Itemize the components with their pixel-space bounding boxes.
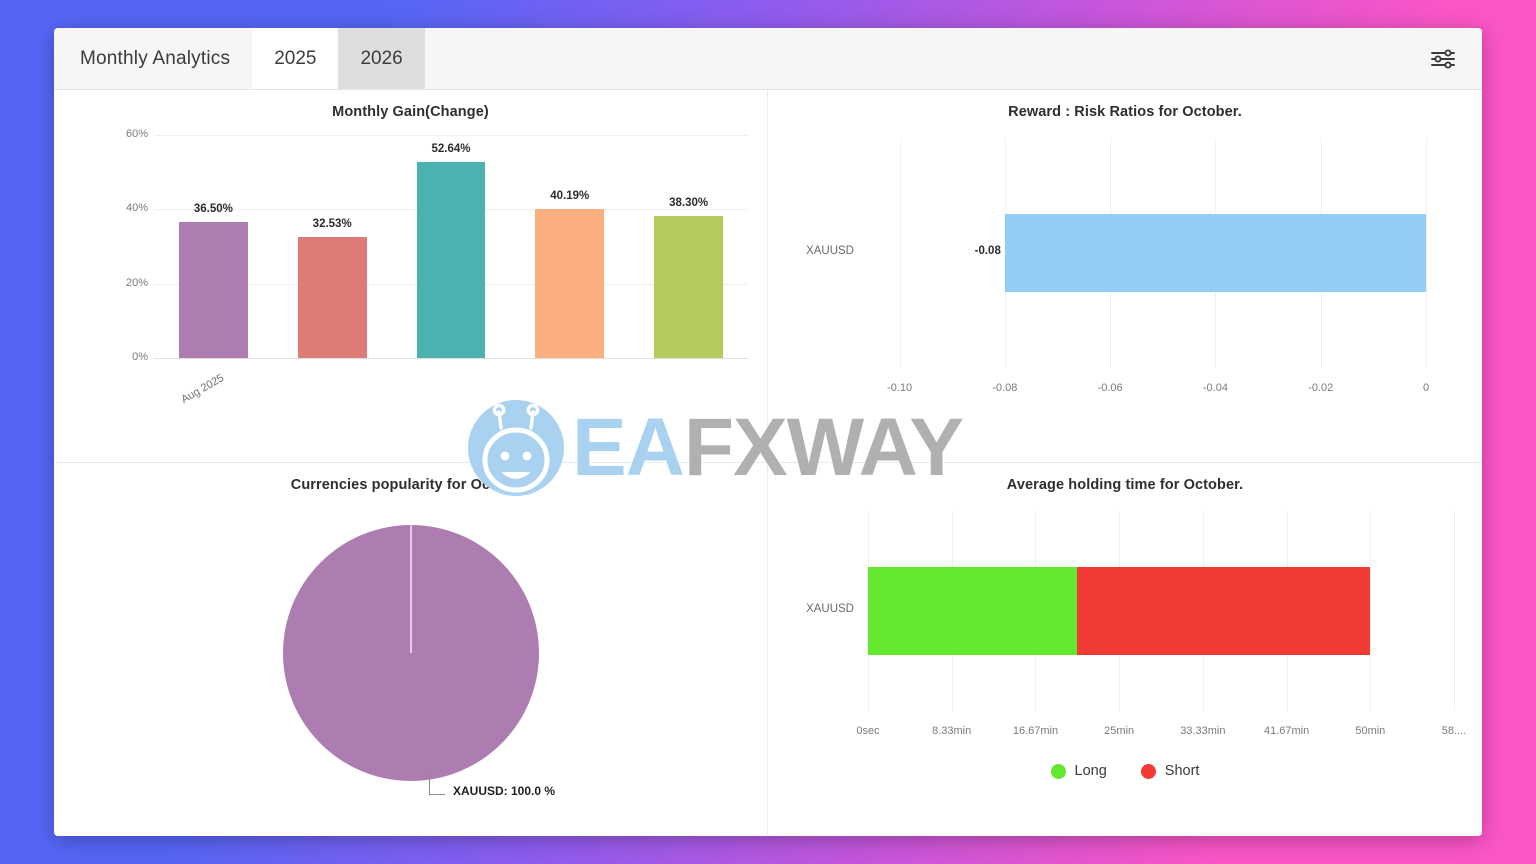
gridline-vertical (899, 138, 901, 368)
x-tick-label: -0.08 (992, 382, 1018, 394)
x-tick-label: 0sec (856, 725, 880, 737)
x-tick-label: 58.... (1441, 725, 1467, 737)
bar-value-label: 52.64% (431, 143, 471, 156)
holding-time-chart: 0sec 8.33min 16.67min 25min 33.33min 41.67min… (768, 463, 1482, 836)
x-tick-label: 8.33min (932, 725, 972, 737)
axis-baseline (154, 358, 748, 359)
pie-label-leader (429, 773, 445, 795)
y-axis-category-label: XAUUSD (806, 603, 854, 615)
x-tick-label: -0.04 (1202, 382, 1228, 394)
panel-reward-risk-title: Reward : Risk Ratios for October. (1008, 104, 1242, 120)
x-tick-label: -0.02 (1308, 382, 1334, 394)
gridline-vertical (1426, 138, 1427, 368)
x-tick-label: 16.67min (1012, 725, 1059, 737)
legend-dot-short (1140, 763, 1156, 779)
chart-legend: Long Short (768, 763, 1482, 779)
bar-value-label: 32.53% (312, 218, 352, 231)
y-tick-label: 0% (132, 351, 148, 363)
gridline-vertical (1454, 511, 1455, 711)
bar-holding-short[interactable] (1076, 567, 1371, 655)
bar-value-label: 36.50% (193, 203, 233, 216)
x-tick-label: 33.33min (1180, 725, 1226, 737)
panel-monthly-gain: Monthly Gain(Change) 0% 20% 40% 60% 36.50% Au… (54, 90, 768, 463)
bar-monthly-gain[interactable] (535, 208, 605, 358)
monthly-gain-chart: 0% 20% 40% 60% 36.50% Aug 2025 32.53% 52.64% 40.… (54, 90, 767, 462)
bar-value-label: 40.19% (550, 189, 590, 202)
tab-year-2026[interactable]: 2026 (338, 28, 425, 89)
panel-reward-risk: Reward : Risk Ratios for October. -0.10-… (768, 90, 1482, 463)
bar-monthly-gain[interactable] (297, 237, 367, 358)
legend-item-long[interactable]: Long (1050, 763, 1107, 779)
sliders-icon[interactable] (1426, 44, 1460, 74)
y-axis-category-label: XAUUSD (806, 245, 854, 257)
legend-label-short: Short (1164, 763, 1200, 779)
panel-holding-time-title: Average holding time for October. (1006, 477, 1244, 493)
panel-monthly-gain-title: Monthly Gain(Change) (332, 104, 489, 120)
legend-label-long: Long (1074, 763, 1107, 779)
tab-year-2025-label: 2025 (274, 47, 317, 69)
y-tick-label: 40% (125, 202, 148, 215)
x-tick-label: 41.67min (1263, 725, 1310, 737)
x-tick-label: -0.06 (1097, 382, 1123, 394)
header-bar: Monthly Analytics 2025 2026 (54, 28, 1482, 90)
x-tick-label: 50min (1355, 725, 1386, 737)
bar-reward-risk[interactable] (1004, 214, 1426, 292)
y-tick-label: 20% (125, 276, 148, 289)
panel-holding-time: Average holding time for October. 0sec 8.… (768, 463, 1482, 836)
x-tick-label: -0.10 (887, 382, 913, 394)
x-tick-label: 0 (1422, 382, 1430, 394)
analytics-card: Monthly Analytics 2025 2026 Monthly Gain… (54, 28, 1482, 836)
panel-currencies-popularity: Currencies popularity for October. XAUUS… (54, 463, 768, 836)
x-tick-label: 25min (1104, 725, 1135, 737)
tab-year-2026-label: 2026 (360, 47, 403, 69)
bar-monthly-gain[interactable] (178, 222, 248, 358)
reward-risk-chart: -0.10 -0.08 -0.06 -0.04 -0.02 0 -0.08 XAUUSD (768, 90, 1482, 462)
page-title: Monthly Analytics (80, 47, 231, 69)
bar-holding-long[interactable] (868, 567, 1077, 655)
gridline-horizontal (154, 135, 748, 136)
currencies-pie-chart: XAUUSD: 100.0 % (54, 463, 767, 836)
legend-item-short[interactable]: Short (1140, 763, 1200, 779)
tab-year-2025[interactable]: 2025 (252, 28, 339, 89)
legend-dot-long (1050, 763, 1066, 779)
pie-slice-label: XAUUSD: 100.0 % (453, 784, 556, 798)
x-axis-category-label: Aug 2025 (179, 372, 227, 406)
bar-value-label: 38.30% (669, 196, 709, 209)
pie-seam (410, 525, 412, 653)
bar-monthly-gain[interactable] (654, 215, 724, 358)
gridline-vertical (1370, 511, 1372, 711)
panel-grid: Monthly Gain(Change) 0% 20% 40% 60% 36.50% Au… (54, 90, 1482, 836)
bar-value-label: -0.08 (974, 245, 1001, 257)
bar-monthly-gain[interactable] (416, 162, 486, 358)
y-tick-label: 60% (125, 128, 148, 140)
